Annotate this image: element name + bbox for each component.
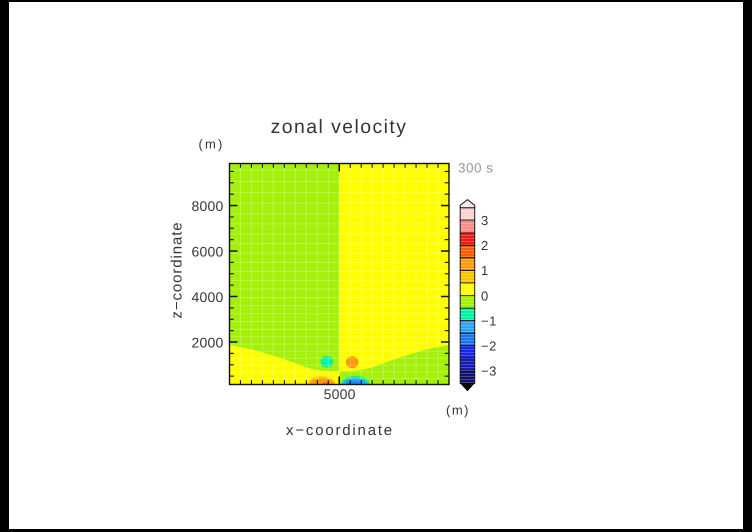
svg-text:3: 3 — [481, 213, 489, 228]
svg-text:zonal velocity: zonal velocity — [271, 116, 408, 138]
svg-text:5000: 5000 — [324, 386, 356, 402]
svg-text:2: 2 — [481, 238, 489, 253]
svg-text:0: 0 — [481, 288, 489, 303]
svg-text:−3: −3 — [481, 364, 497, 379]
svg-text:300 s: 300 s — [458, 161, 494, 176]
svg-text:4000: 4000 — [192, 289, 224, 305]
svg-text:1: 1 — [481, 263, 489, 278]
svg-text:(m): (m) — [198, 137, 224, 152]
svg-text:−1: −1 — [481, 313, 497, 328]
svg-text:x−coordinate: x−coordinate — [286, 422, 394, 439]
svg-text:2000: 2000 — [192, 335, 224, 351]
svg-text:6000: 6000 — [192, 244, 224, 260]
svg-text:z−coordinate: z−coordinate — [169, 221, 186, 318]
svg-text:(m): (m) — [446, 403, 470, 418]
svg-text:−2: −2 — [481, 339, 497, 354]
svg-text:8000: 8000 — [192, 198, 224, 214]
